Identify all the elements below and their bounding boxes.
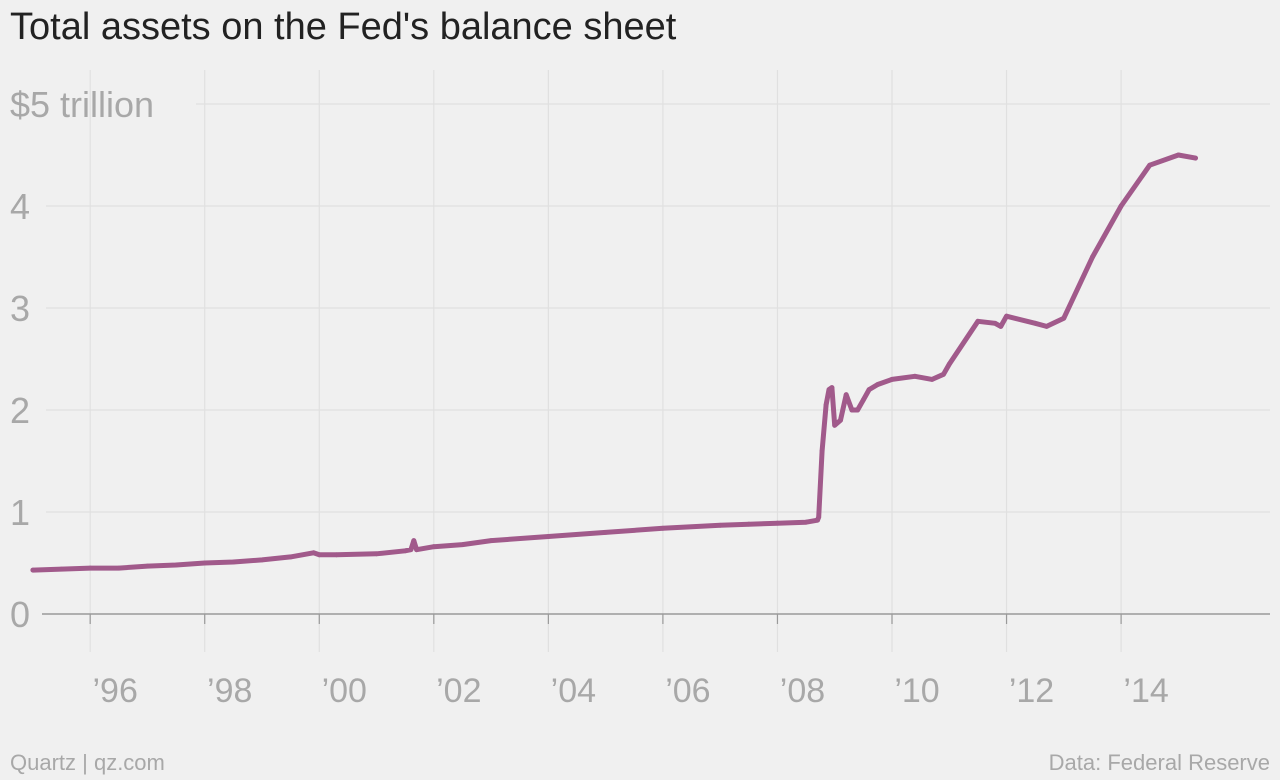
series-layer: [30, 152, 1198, 573]
x-tick-label: ’00: [322, 672, 367, 710]
data-point: [603, 530, 608, 535]
x-tick-label: ’14: [1123, 672, 1168, 710]
data-point: [414, 547, 419, 553]
data-point: [488, 538, 494, 543]
x-tick-label: ’08: [780, 672, 825, 710]
y-tick-label: 0: [10, 594, 30, 635]
data-point: [849, 407, 855, 413]
data-point: [660, 525, 666, 531]
x-tick-label: ’98: [207, 672, 252, 710]
footer-source: Data: Federal Reserve: [1048, 750, 1270, 775]
data-point: [875, 382, 881, 387]
axis-labels: ’96 ’98 ’00 ’02 ’04 ’06 ’08 ’10 ’12 ’14 0 1 2 3 4 $5 tr…: [10, 84, 1169, 710]
data-point: [202, 560, 208, 566]
data-point: [717, 522, 723, 528]
data-point: [316, 552, 322, 558]
data-point: [998, 324, 1004, 329]
data-point: [803, 519, 809, 525]
y-tick-label: $5 trillion: [10, 84, 154, 125]
data-point: [431, 544, 437, 550]
data-point: [87, 565, 93, 571]
data-point: [311, 550, 316, 556]
x-tick-label: ’04: [551, 672, 596, 710]
x-tick-label: ’12: [1009, 672, 1054, 710]
data-point: [866, 387, 872, 392]
data-point: [408, 547, 414, 553]
data-point: [829, 385, 835, 390]
data-point: [1004, 313, 1009, 319]
y-tick-label: 3: [10, 288, 30, 329]
y-tick-label: 1: [10, 492, 30, 533]
data-point: [402, 548, 408, 554]
footer-attribution: Quartz | qz.com: [10, 750, 165, 775]
data-point: [823, 402, 829, 408]
data-point: [1118, 203, 1124, 209]
data-point: [30, 567, 36, 573]
data-point: [838, 417, 843, 423]
data-point: [460, 542, 465, 547]
data-point: [1176, 152, 1181, 158]
data-point: [259, 557, 265, 563]
y-tick-label: 2: [10, 390, 30, 431]
data-point: [231, 559, 236, 565]
data-point: [929, 377, 935, 382]
x-tick-label: ’02: [436, 672, 481, 710]
grid-lines: [42, 70, 1270, 652]
data-point: [746, 521, 752, 527]
data-point: [145, 563, 150, 569]
data-point: [1090, 254, 1095, 260]
data-point: [975, 318, 981, 324]
data-point: [1061, 315, 1067, 321]
data-point: [1193, 155, 1198, 161]
data-point: [288, 554, 293, 560]
data-point: [889, 377, 895, 382]
data-point: [116, 565, 122, 571]
x-tick-label: ’96: [92, 672, 137, 710]
data-point: [855, 407, 860, 413]
x-tick-label: ’06: [665, 672, 710, 710]
series-line: [30, 152, 1198, 573]
x-tick-label: ’10: [894, 672, 939, 710]
data-point: [843, 392, 849, 398]
data-point: [1044, 324, 1049, 329]
data-point: [912, 373, 918, 379]
data-point: [546, 534, 551, 539]
data-point: [334, 552, 339, 558]
data-point: [832, 422, 838, 428]
data-point: [1032, 320, 1038, 326]
data-point: [941, 371, 946, 377]
data-point: [861, 397, 866, 403]
data-point: [59, 566, 64, 572]
y-tick-label: 4: [10, 186, 30, 227]
data-point: [775, 520, 780, 526]
data-point: [946, 361, 952, 367]
data-point: [374, 551, 379, 557]
data-point: [173, 562, 179, 568]
data-point: [816, 514, 822, 520]
chart-title: Total assets on the Fed's balance sheet: [10, 6, 677, 48]
data-point: [1147, 162, 1153, 168]
data-point: [992, 320, 998, 326]
data-point: [819, 448, 825, 454]
data-point: [411, 538, 417, 543]
